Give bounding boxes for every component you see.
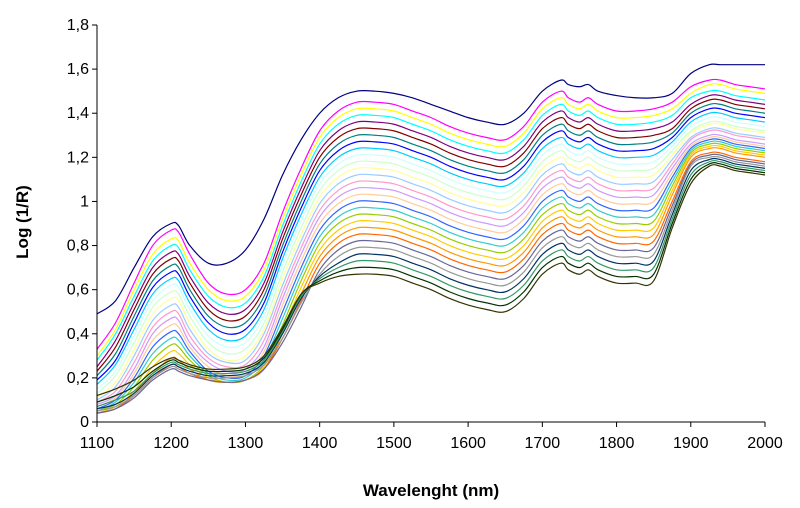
- x-tick-label: 1800: [599, 435, 635, 452]
- y-tick-label: 1,2: [67, 149, 89, 166]
- spectrum-line: [96, 133, 766, 405]
- spectrum-line: [96, 78, 766, 350]
- spectrum-line: [96, 140, 766, 412]
- y-tick-label: 1,8: [67, 17, 89, 34]
- spectrum-line: [96, 155, 766, 412]
- axes: [96, 25, 765, 423]
- spectrum-line: [96, 129, 766, 403]
- spectrum-line: [96, 111, 766, 385]
- spectrum-line: [96, 83, 766, 357]
- x-tick-label: 1500: [376, 435, 412, 452]
- spectrum-line: [96, 159, 766, 408]
- spectrum-line: [96, 138, 766, 410]
- x-tick-label: 1900: [673, 435, 709, 452]
- y-ticks: 0 0,2 0,4 0,6 0,8 1 1,2 1,4 1,6 1,8: [67, 17, 97, 431]
- spectrum-line: [96, 98, 766, 372]
- spectrum-line: [96, 63, 765, 315]
- spectrum-line: [96, 153, 766, 414]
- y-tick-label: 1,4: [67, 105, 89, 122]
- spectrum-line: [96, 142, 766, 412]
- spectrum-line: [96, 94, 766, 368]
- spectrum-line: [96, 107, 766, 381]
- spectrum-line: [96, 102, 766, 377]
- x-axis-title: Wavelenght (nm): [363, 481, 499, 500]
- y-tick-label: 1: [80, 193, 89, 210]
- spectrum-line: [96, 122, 766, 399]
- y-tick-label: 0,4: [67, 326, 89, 343]
- spectrum-line: [96, 164, 766, 397]
- x-tick-label: 1700: [525, 435, 561, 452]
- y-tick-label: 0,2: [67, 370, 89, 387]
- spectrum-line: [96, 127, 766, 401]
- spectrum-line: [96, 157, 766, 410]
- x-tick-label: 1100: [80, 435, 115, 452]
- x-tick-label: 1300: [228, 435, 264, 452]
- spectrum-line: [96, 136, 766, 408]
- spectral-lines: [96, 63, 766, 414]
- x-tick-label: 1200: [153, 435, 189, 452]
- x-ticks: 1100 1200 1300 1400 1500 1600 1700 1800 1900 2000: [80, 422, 783, 452]
- spectrum-line: [96, 89, 766, 361]
- y-tick-label: 0,6: [67, 282, 89, 299]
- y-tick-label: 0: [80, 414, 89, 431]
- spectrum-line: [96, 120, 766, 394]
- y-tick-label: 0,8: [67, 238, 89, 255]
- spectrum-line: [96, 162, 766, 403]
- x-tick-label: 1600: [450, 435, 486, 452]
- y-tick-label: 1,6: [67, 61, 89, 78]
- x-tick-label: 1400: [302, 435, 338, 452]
- y-axis-title: Log (1/R): [13, 185, 32, 259]
- x-tick-label: 2000: [747, 435, 783, 452]
- spectrum-line: [96, 116, 766, 390]
